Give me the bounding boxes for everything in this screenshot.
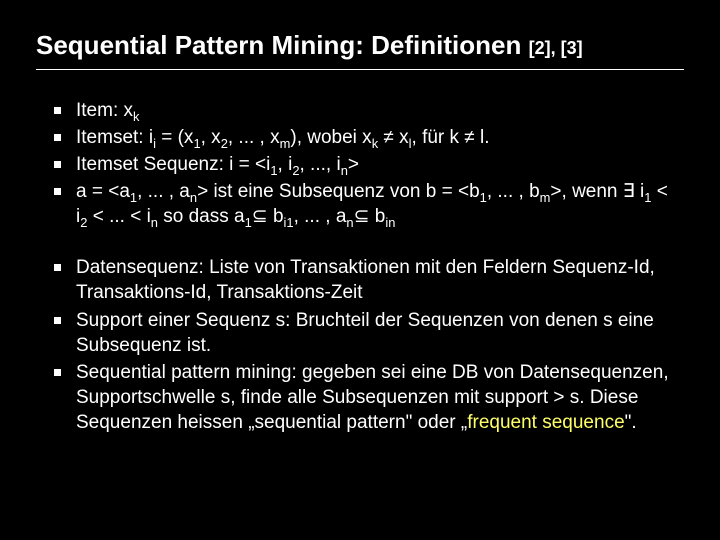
title-main: Sequential Pattern Mining: Definitionen <box>36 30 521 60</box>
def-itemset-sequence: Itemset Sequenz: i = <i1, i2, ..., in> <box>50 152 684 177</box>
sub: n <box>341 163 348 178</box>
text: , ... , b <box>487 181 540 202</box>
text: , ... , x <box>228 127 280 148</box>
text: Itemset: i <box>76 127 153 148</box>
text-lead: Support einer Sequenz s: <box>76 310 296 331</box>
def-support: Support einer Sequenz s: Bruchteil der S… <box>50 308 684 358</box>
text: , x <box>201 127 221 148</box>
sub: 1 <box>270 163 277 178</box>
text-lead: Datensequenz: <box>76 257 209 278</box>
text: , ... , a <box>137 181 190 202</box>
sub: n <box>151 215 158 230</box>
sub: m <box>280 136 291 151</box>
text: a = <a <box>76 181 130 202</box>
text: , ... , a <box>294 206 347 227</box>
sub: n <box>190 190 197 205</box>
definitions-block-1: Item: xk Itemset: ii = (x1, x2, ... , xm… <box>50 98 684 229</box>
text: > <box>348 154 359 175</box>
sub: k <box>133 109 139 124</box>
sub: 1 <box>480 190 487 205</box>
def-itemset: Itemset: ii = (x1, x2, ... , xm), wobei … <box>50 125 684 150</box>
text: < ... < i <box>87 206 150 227</box>
sub: 2 <box>221 136 228 151</box>
text: ". <box>625 412 637 433</box>
title-refs: [2], [3] <box>529 38 583 58</box>
frequent-sequence-highlight: frequent sequence <box>467 412 624 433</box>
slide: Sequential Pattern Mining: Definitionen … <box>0 0 720 540</box>
text-lead: Sequential pattern mining: <box>76 362 302 383</box>
def-sequential-pattern-mining: Sequential pattern mining: gegeben sei e… <box>50 360 684 435</box>
sub: 1 <box>130 190 137 205</box>
text: so dass a <box>158 206 245 227</box>
sub: i1 <box>284 215 294 230</box>
text: = (x <box>156 127 193 148</box>
text: ≠ x <box>378 127 409 148</box>
text: ⊆ b <box>354 206 386 227</box>
def-item: Item: xk <box>50 98 684 123</box>
sub: 1 <box>193 136 200 151</box>
slide-title: Sequential Pattern Mining: Definitionen … <box>36 30 684 61</box>
sub: m <box>540 190 551 205</box>
def-subsequence: a = <a1, ... , an> ist eine Subsequenz v… <box>50 179 684 229</box>
text: ), wobei x <box>290 127 371 148</box>
text: Itemset Sequenz: i = <i <box>76 154 270 175</box>
def-datensequenz: Datensequenz: Liste von Transaktionen mi… <box>50 255 684 305</box>
title-rule <box>36 69 684 70</box>
sub: in <box>385 215 395 230</box>
text: , ..., i <box>300 154 341 175</box>
sub: 1 <box>245 215 252 230</box>
text: , für k ≠ l. <box>412 127 490 148</box>
sub: 2 <box>292 163 299 178</box>
text: >, wenn ∃ i <box>550 181 644 202</box>
sub: n <box>346 215 353 230</box>
text: , i <box>278 154 293 175</box>
text: Item: x <box>76 100 133 121</box>
text: > ist eine Subsequenz von b = <b <box>197 181 480 202</box>
definitions-block-2: Datensequenz: Liste von Transaktionen mi… <box>50 255 684 435</box>
text: ⊆ b <box>252 206 284 227</box>
